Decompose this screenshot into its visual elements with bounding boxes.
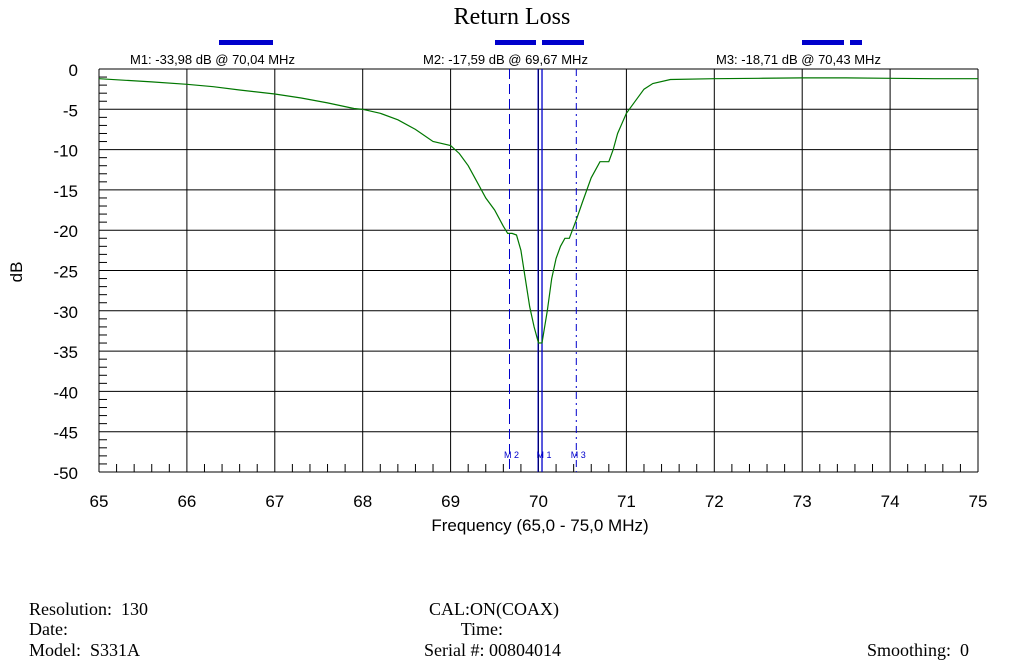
marker-label-m2: M 2 [504,450,519,460]
x-tick-label-7: 72 [705,492,724,511]
x-tick-label-2: 67 [265,492,284,511]
y-tick-label-3: -15 [53,182,78,201]
y-tick-label-0: 0 [69,61,78,80]
y-tick-label-9: -45 [53,424,78,443]
marker-readout-m2: M2: -17,59 dB @ 69,67 MHz [423,52,588,67]
y-tick-label-7: -35 [53,343,78,362]
x-tick-label-10: 75 [969,492,988,511]
marker-bar-m1-0 [219,40,273,45]
marker-bar-m2-1 [542,40,584,45]
cal-label: CAL: [429,599,471,619]
x-tick-labels: 65 66 67 68 69 70 71 72 73 74 75 [90,492,988,511]
y-tick-label-10: -50 [53,464,78,483]
x-tick-label-4: 69 [441,492,460,511]
smoothing-label: Smoothing: [867,640,952,660]
smoothing-info: Smoothing: 0 [858,619,969,661]
serial-label: Serial #: [424,640,485,660]
time-label: Time: [460,619,504,639]
date-label: Date: [29,619,68,639]
cal-value: ON(COAX) [470,599,560,619]
y-tick-label-5: -25 [53,263,78,282]
model-label: Model: [29,640,81,660]
minor-ticks [99,76,961,472]
x-tick-label-3: 68 [353,492,372,511]
marker-readout-m3: M3: -18,71 dB @ 70,43 MHz [716,52,881,67]
marker-bar-m3-0 [802,40,844,45]
time-info: Time: [452,598,508,640]
serial-info: Serial #: 00804014 [415,619,561,661]
x-tick-label-1: 66 [177,492,196,511]
x-tick-label-6: 71 [617,492,636,511]
x-tick-label-5: 70 [529,492,548,511]
markers: M 1 M1: -33,98 dB @ 70,04 MHz M 2 M2: -17,5… [130,40,881,472]
marker-bar-m2-0 [495,40,536,45]
resolution-label: Resolution: [29,599,113,619]
y-tick-label-6: -30 [53,303,78,322]
y-tick-label-1: -5 [63,101,78,120]
x-tick-label-9: 74 [881,492,900,511]
marker-bar-m3-1 [850,40,862,45]
x-tick-label-8: 73 [793,492,812,511]
x-tick-label-0: 65 [90,492,109,511]
y-tick-label-4: -20 [53,222,78,241]
marker-readout-m1: M1: -33,98 dB @ 70,04 MHz [130,52,295,67]
y-tick-label-2: -10 [53,142,78,161]
y-axis-label: dB [7,262,26,283]
smoothing-value: 0 [960,640,970,660]
date-info: Date: [20,598,72,640]
serial-value: 00804014 [489,640,561,660]
marker-label-m1: M 1 [537,450,552,460]
return-loss-chart: Return Loss 0 -5 -10 -15 -20 -25 -30 -35 -40 -45 -… [7,4,988,535]
x-axis-label: Frequency (65,0 - 75,0 MHz) [431,516,648,535]
resolution-value: 130 [121,599,149,619]
cal-info: CAL:ON(COAX) [420,578,559,620]
model-info: Model: S331A [20,619,140,661]
series-line [98,77,978,344]
model-value: S331A [90,640,141,660]
chart-title: Return Loss [454,4,571,30]
marker-label-m3: M 3 [571,450,586,460]
y-tick-label-8: -40 [53,383,78,402]
resolution-info: Resolution: 130 [20,578,148,620]
y-tick-labels: 0 -5 -10 -15 -20 -25 -30 -35 -40 -45 -50 [53,61,78,483]
